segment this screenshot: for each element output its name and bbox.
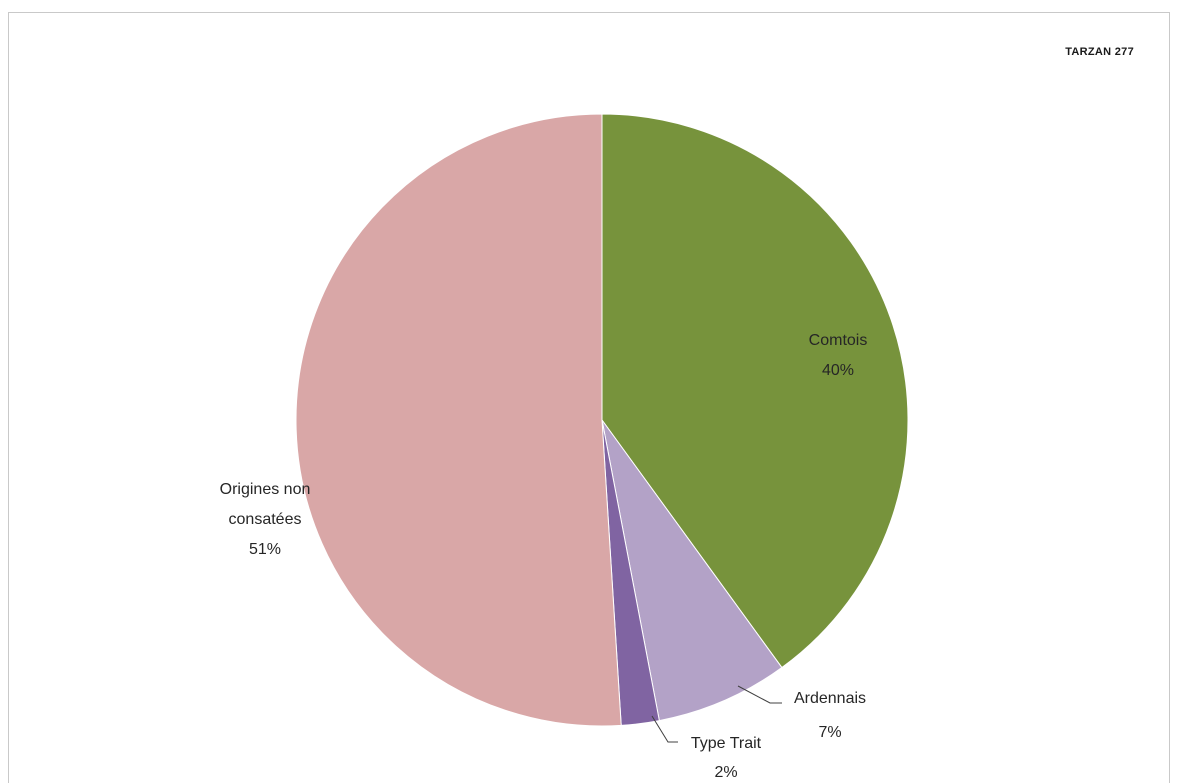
label-ardennais-value: 7%: [818, 724, 841, 741]
pie-slice-comtois: [601, 113, 909, 669]
label-origines-line1: Origines non: [220, 481, 311, 498]
label-type-trait-value: 2%: [714, 764, 737, 781]
label-comtois-value: 40%: [822, 362, 854, 379]
label-origines-value: 51%: [249, 541, 281, 558]
label-comtois-name: Comtois: [809, 332, 868, 349]
pie-slice-ardennais: [601, 419, 783, 722]
label-type-trait-name: Type Trait: [691, 735, 762, 752]
leader-line-ardennais: [737, 685, 782, 704]
chart-title: TARZAN 277: [1065, 46, 1134, 58]
label-ardennais-name: Ardennais: [794, 690, 866, 707]
leader-line-type-trait: [651, 715, 678, 743]
data-labels: Comtois 40% Ardennais 7% Type Trait 2% O…: [220, 332, 868, 781]
pie-slices: [295, 113, 909, 727]
label-origines-line2: consatées: [229, 511, 302, 528]
pie-slice-origines-non-consat-es: [295, 113, 622, 727]
leader-lines: [651, 685, 782, 743]
